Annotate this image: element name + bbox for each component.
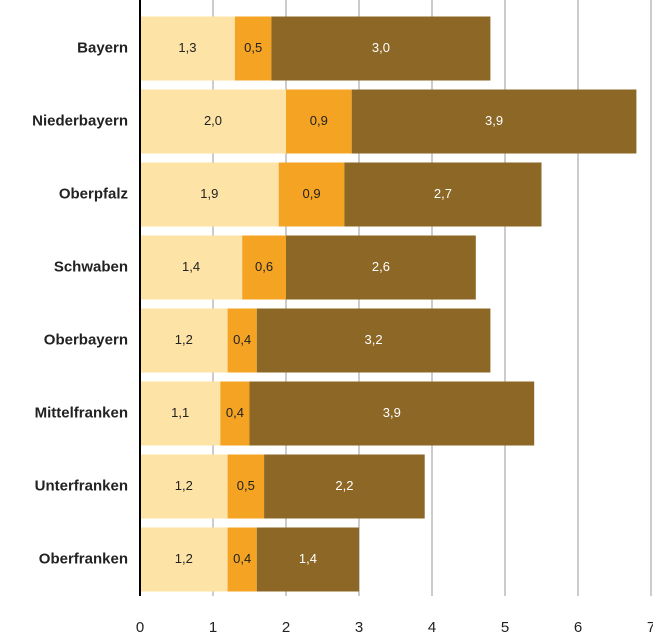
y-tick-label: Schwaben: [54, 258, 128, 275]
bar-segment: [256, 527, 359, 592]
bar-segment: [256, 308, 491, 373]
bar-segment: [286, 89, 352, 154]
bar-segment: [140, 381, 221, 446]
x-tick-label: 1: [209, 619, 217, 636]
bar-segment: [264, 454, 425, 519]
value-label: 1,3: [178, 40, 196, 55]
value-label: 0,6: [255, 259, 273, 274]
bar-segment: [278, 162, 345, 227]
bar-segment: [227, 454, 265, 519]
x-tick-label: 6: [574, 619, 582, 636]
value-label: 0,5: [244, 40, 262, 55]
x-tick-label: 5: [501, 619, 509, 636]
value-label: 0,5: [237, 478, 255, 493]
value-label: 0,9: [310, 113, 328, 128]
value-label: 2,6: [372, 259, 390, 274]
bar-segment: [140, 454, 228, 519]
x-tick-label: 3: [355, 619, 363, 636]
value-label: 3,2: [365, 332, 383, 347]
value-label: 0,4: [233, 551, 251, 566]
x-tick-label: 7: [647, 619, 653, 636]
x-tick-label: 2: [282, 619, 290, 636]
x-tick-label: 0: [136, 619, 144, 636]
bar-segment: [234, 16, 272, 81]
value-label: 1,1: [171, 405, 189, 420]
value-label: 0,9: [303, 186, 321, 201]
bar-segment: [249, 381, 535, 446]
value-label: 1,9: [200, 186, 218, 201]
value-label: 3,0: [372, 40, 390, 55]
value-label: 1,2: [175, 551, 193, 566]
value-label: 1,2: [175, 478, 193, 493]
y-tick-label: Oberbayern: [44, 331, 128, 348]
bar-segment: [220, 381, 250, 446]
y-tick-label: Mittelfranken: [35, 404, 128, 421]
y-tick-label: Niederbayern: [32, 112, 128, 129]
x-tick-label: 4: [428, 619, 436, 636]
bar-segment: [140, 89, 286, 154]
value-label: 1,4: [182, 259, 200, 274]
bar-segment: [140, 235, 243, 300]
value-label: 2,7: [434, 186, 452, 201]
value-label: 1,4: [299, 551, 317, 566]
bar-segment: [286, 235, 476, 300]
bar-segment: [344, 162, 542, 227]
bar-segment: [140, 308, 228, 373]
bar-segment: [271, 16, 491, 81]
value-label: 1,2: [175, 332, 193, 347]
value-label: 3,9: [485, 113, 503, 128]
bar-segment: [227, 308, 257, 373]
value-label: 3,9: [383, 405, 401, 420]
bar-segment: [242, 235, 286, 300]
value-label: 2,2: [335, 478, 353, 493]
value-label: 2,0: [204, 113, 222, 128]
value-label: 0,4: [226, 405, 244, 420]
bar-segment: [227, 527, 257, 592]
y-tick-label: Oberpfalz: [59, 185, 128, 202]
value-label: 0,4: [233, 332, 251, 347]
y-tick-label: Unterfranken: [35, 477, 128, 494]
bar-segment: [140, 162, 279, 227]
y-tick-label: Bayern: [77, 39, 128, 56]
bar-segment: [140, 527, 228, 592]
bar-segment: [140, 16, 235, 81]
y-tick-label: Oberfranken: [39, 550, 128, 567]
bar-segment: [351, 89, 637, 154]
